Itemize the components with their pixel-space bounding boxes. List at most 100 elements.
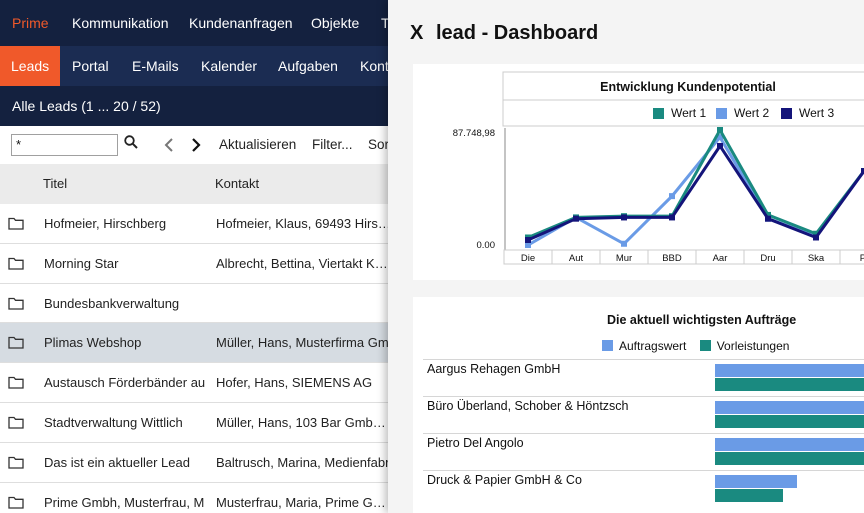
subnav-item-aufgaben[interactable]: Aufgaben bbox=[278, 58, 338, 74]
line-chart-legend-box bbox=[502, 99, 864, 127]
row-title: Prime Gmbh, Musterfrau, M bbox=[44, 494, 205, 510]
bar-vorleistungen bbox=[715, 489, 783, 502]
chevron-left-icon[interactable] bbox=[164, 138, 174, 157]
filter-button[interactable]: Filter... bbox=[312, 137, 353, 152]
series-line-wert-2 bbox=[527, 135, 864, 247]
data-point bbox=[813, 234, 819, 241]
x-tick-label: Aut bbox=[569, 253, 584, 264]
x-tick-label: Aar bbox=[713, 253, 728, 264]
search-input[interactable]: * bbox=[11, 134, 118, 156]
row-contact: Hofmeier, Klaus, 69493 Hirsch bbox=[216, 216, 391, 231]
data-point bbox=[525, 237, 531, 243]
bar-auftragswert bbox=[715, 401, 864, 414]
x-tick-label: Mur bbox=[616, 253, 632, 264]
data-point bbox=[621, 240, 627, 247]
data-point bbox=[669, 193, 675, 200]
legend-swatch-wert2 bbox=[716, 108, 727, 119]
topnav-item-truncated[interactable]: T bbox=[381, 15, 390, 31]
line-chart-legend: Wert 1 Wert 2 Wert 3 bbox=[653, 106, 834, 120]
legend-label-wert3: Wert 3 bbox=[799, 106, 834, 120]
data-point bbox=[573, 215, 579, 222]
row-contact: Albrecht, Bettina, Viertakt Ko... bbox=[216, 255, 391, 271]
bar-auftragswert bbox=[715, 364, 864, 377]
legend-swatch-wert1 bbox=[653, 108, 664, 119]
data-point bbox=[717, 127, 723, 133]
bar-chart-row: Pietro Del Angolo bbox=[423, 433, 864, 470]
close-button[interactable]: X bbox=[410, 22, 424, 44]
bar-chart-row: Aargus Rehagen GmbH bbox=[423, 359, 864, 396]
bar-vorleistungen bbox=[715, 415, 864, 428]
folder-icon bbox=[8, 296, 24, 313]
sort-button[interactable]: Sor bbox=[368, 137, 390, 152]
search-icon[interactable] bbox=[124, 135, 138, 154]
series-line-wert-3 bbox=[527, 144, 864, 242]
folder-icon bbox=[8, 455, 24, 472]
table-row[interactable]: Prime Gmbh, Musterfrau, M Musterfrau, Ma… bbox=[0, 483, 864, 513]
y-tick-min: 0.00 bbox=[477, 240, 496, 251]
subnav-item-kontakte[interactable]: Kont bbox=[360, 58, 389, 74]
legend-item-auftragswert: Auftragswert bbox=[602, 339, 686, 353]
row-contact: Müller, Hans, 103 Bar GmbH & bbox=[216, 414, 391, 430]
x-tick-label: Die bbox=[521, 253, 535, 264]
data-point bbox=[813, 230, 819, 237]
subnav-item-kalender[interactable]: Kalender bbox=[201, 58, 258, 74]
row-title: Austausch Förderbänder au bbox=[44, 375, 206, 391]
legend-label-vorleistungen: Vorleistungen bbox=[716, 339, 790, 353]
bar-chart-row: Büro Überland, Schober & Höntzsch bbox=[423, 396, 864, 433]
folder-icon bbox=[8, 415, 24, 432]
row-title: Morning Star bbox=[44, 255, 119, 271]
refresh-button[interactable]: Aktualisieren bbox=[219, 137, 297, 152]
row-contact: Müller, Hans, Musterfirma Gm bbox=[216, 335, 389, 351]
chevron-right-icon[interactable] bbox=[191, 138, 201, 157]
data-point bbox=[861, 168, 864, 175]
row-title: Bundesbankverwaltung bbox=[44, 295, 180, 311]
data-point bbox=[669, 214, 675, 221]
bar-vorleistungen bbox=[715, 452, 864, 465]
subnav-item-portal[interactable]: Portal bbox=[72, 58, 109, 74]
bar-category-label: Aargus Rehagen GmbH bbox=[427, 362, 561, 376]
folder-icon bbox=[8, 256, 24, 273]
legend-item-vorleistungen: Vorleistungen bbox=[699, 339, 790, 353]
row-title: Das ist ein aktueller Lead bbox=[44, 454, 190, 470]
bar-auftragswert bbox=[715, 475, 797, 488]
bar-vorleistungen bbox=[715, 378, 864, 391]
topnav-item-kundenanfragen[interactable]: Kundenanfragen bbox=[189, 15, 293, 31]
column-header-contact[interactable]: Kontakt bbox=[215, 176, 260, 191]
bar-chart-row: Druck & Papier GmbH & Co bbox=[423, 470, 864, 507]
x-tick-label: Ska bbox=[808, 253, 825, 264]
dashboard-title: lead - Dashboard bbox=[436, 22, 599, 44]
legend-swatch-vorleistungen bbox=[699, 340, 711, 351]
bar-chart-legend: Auftragswert Vorleistungen bbox=[602, 339, 799, 353]
topnav-item-prime[interactable]: Prime bbox=[12, 15, 49, 31]
bar-category-label: Pietro Del Angolo bbox=[427, 436, 524, 450]
topnav-item-kommunikation[interactable]: Kommunikation bbox=[72, 15, 169, 31]
x-tick-box bbox=[839, 249, 864, 265]
folder-icon bbox=[8, 216, 24, 233]
bar-chart-title: Die aktuell wichtigsten Aufträge bbox=[607, 313, 797, 327]
data-point bbox=[765, 215, 771, 222]
data-point bbox=[621, 214, 627, 221]
subnav-item-emails[interactable]: E-Mails bbox=[132, 58, 179, 74]
row-title: Hofmeier, Hirschberg bbox=[44, 216, 167, 231]
subnav-item-leads[interactable]: Leads bbox=[0, 46, 60, 86]
column-header-title[interactable]: Titel bbox=[43, 176, 68, 191]
row-contact: Musterfrau, Maria, Prime Gmbh bbox=[216, 494, 391, 510]
topnav-item-objekte[interactable]: Objekte bbox=[311, 15, 360, 31]
folder-icon bbox=[8, 495, 24, 512]
row-title: Stadtverwaltung Wittlich bbox=[44, 414, 183, 430]
bar-chart-card: Die aktuell wichtigsten Aufträge Auftrag… bbox=[413, 297, 864, 513]
row-title: Plimas Webshop bbox=[44, 335, 142, 351]
line-chart-title: Entwicklung Kundenpotential bbox=[600, 80, 776, 94]
x-tick-label: Pi bbox=[860, 253, 864, 264]
legend-swatch-wert3 bbox=[781, 108, 792, 119]
data-point bbox=[717, 142, 723, 149]
row-contact: Hofer, Hans, SIEMENS AG bbox=[216, 375, 373, 391]
x-tick-label: BBD bbox=[662, 253, 682, 264]
legend-label-auftragswert: Auftragswert bbox=[619, 339, 687, 353]
line-chart: Entwicklung Kundenpotential Wert 1 Wert … bbox=[453, 71, 864, 265]
data-point bbox=[765, 211, 771, 218]
line-chart-card: Entwicklung Kundenpotential Wert 1 Wert … bbox=[413, 64, 864, 280]
line-chart-title-box bbox=[502, 71, 864, 101]
legend-label-wert2: Wert 2 bbox=[734, 106, 769, 120]
folder-icon bbox=[8, 375, 24, 392]
